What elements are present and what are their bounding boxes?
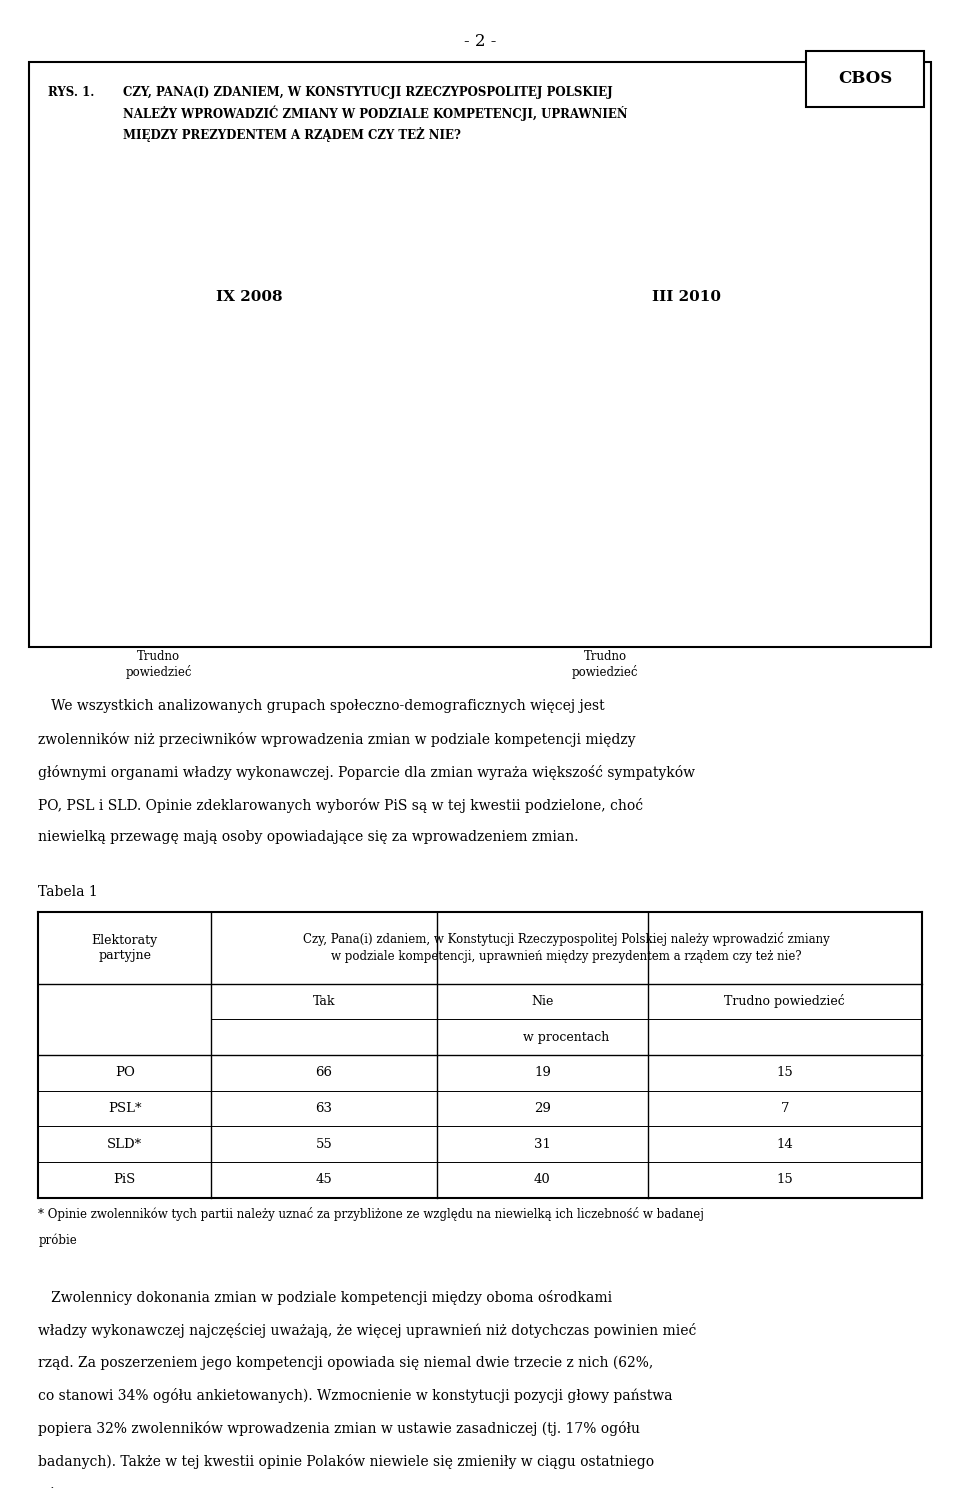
- Text: niewielką przewagę mają osoby opowiadające się za wprowadzeniem zmian.: niewielką przewagę mają osoby opowiadają…: [38, 830, 579, 844]
- Text: - 2 -: - 2 -: [464, 33, 496, 49]
- Text: badanych). Także w tej kwestii opinie Polaków niewiele się zmieniły w ciągu osta: badanych). Także w tej kwestii opinie Po…: [38, 1454, 655, 1469]
- Wedge shape: [627, 470, 839, 603]
- Text: 22%: 22%: [160, 469, 190, 481]
- Text: CZY, PANA(I) ZDANIEM, W KONSTYTUCJI RZECZYPOSPOLITEJ POLSKIEJ
NALEŻY WPROWADZIĆ : CZY, PANA(I) ZDANIEM, W KONSTYTUCJI RZEC…: [123, 86, 628, 141]
- Text: 14: 14: [777, 1138, 793, 1150]
- Text: RYS. 1.: RYS. 1.: [48, 86, 94, 100]
- Text: Elektoraty
partyjne: Elektoraty partyjne: [91, 934, 158, 961]
- Wedge shape: [706, 336, 747, 470]
- Text: rząd. Za poszerzeniem jego kompetencji opowiada się niemal dwie trzecie z nich (: rząd. Za poszerzeniem jego kompetencji o…: [38, 1356, 654, 1370]
- Wedge shape: [161, 470, 384, 603]
- Text: 17%: 17%: [648, 390, 677, 403]
- Text: w procentach: w procentach: [523, 1031, 610, 1043]
- Text: 13%: 13%: [202, 390, 230, 403]
- Text: półtora roku.: półtora roku.: [38, 1487, 131, 1488]
- Text: PO, PSL i SLD. Opinie zdeklarowanych wyborów PiS są w tej kwestii podzielone, ch: PO, PSL i SLD. Opinie zdeklarowanych wyb…: [38, 798, 643, 812]
- Text: 15: 15: [777, 1067, 793, 1079]
- Text: 45: 45: [316, 1174, 332, 1186]
- Text: 20%: 20%: [759, 414, 788, 427]
- Text: Trudno powiedzieć: Trudno powiedzieć: [725, 994, 845, 1009]
- Text: popiera 32% zwolenników wprowadzenia zmian w ustawie zasadniczej (tj. 17% ogółu: popiera 32% zwolenników wprowadzenia zmi…: [38, 1421, 640, 1436]
- Text: CBOS: CBOS: [838, 70, 892, 88]
- Text: 35%: 35%: [730, 539, 758, 551]
- Text: 40: 40: [534, 1174, 551, 1186]
- Text: IX 2008: IX 2008: [216, 290, 283, 304]
- Text: 26%: 26%: [321, 427, 350, 440]
- Wedge shape: [588, 336, 706, 470]
- Text: Zdecydowanie tak: Zdecydowanie tak: [698, 293, 806, 307]
- Text: 32%: 32%: [260, 546, 290, 559]
- Wedge shape: [126, 391, 259, 561]
- Wedge shape: [243, 335, 300, 470]
- Wedge shape: [259, 342, 393, 519]
- Text: władzy wykonawczej najczęściej uważają, że więcej uprawnień niż dotychczas powin: władzy wykonawczej najczęściej uważają, …: [38, 1323, 697, 1338]
- Wedge shape: [706, 342, 839, 470]
- Text: Raczej nie: Raczej nie: [52, 433, 113, 446]
- Text: * Opinie zwolenników tych partii należy uznać za przybliżone ze względu na niewi: * Opinie zwolenników tych partii należy …: [38, 1207, 705, 1220]
- Text: 23%: 23%: [609, 482, 637, 494]
- Text: III 2010: III 2010: [652, 290, 721, 304]
- Text: zwolenników niż przeciwników wprowadzenia zmian w podziale kompetencji między: zwolenników niż przeciwników wprowadzeni…: [38, 732, 636, 747]
- Text: co stanowi 34% ogółu ankietowanych). Wzmocnienie w konstytucji pozycji głowy pań: co stanowi 34% ogółu ankietowanych). Wzm…: [38, 1388, 673, 1403]
- Text: Trudno
powiedzieć: Trudno powiedzieć: [572, 650, 638, 680]
- Text: 55: 55: [316, 1138, 332, 1150]
- Text: Zdecydowanie nie: Zdecydowanie nie: [498, 350, 606, 362]
- Bar: [29, 62, 931, 647]
- Text: głównymi organami władzy wykonawczej. Poparcie dla zmian wyraża większość sympat: głównymi organami władzy wykonawczej. Po…: [38, 765, 695, 780]
- Text: próbie: próbie: [38, 1234, 77, 1247]
- Text: Trudno
powiedzieć: Trudno powiedzieć: [126, 650, 192, 680]
- Text: 19: 19: [534, 1067, 551, 1079]
- Text: PSL*: PSL*: [108, 1103, 141, 1115]
- Text: Nie: Nie: [531, 995, 554, 1007]
- Bar: [806, 51, 924, 107]
- Text: 31: 31: [534, 1138, 551, 1150]
- Wedge shape: [151, 336, 259, 470]
- Text: 66: 66: [316, 1067, 332, 1079]
- Text: Zwolennicy dokonania zmian w podziale kompetencji między oboma ośrodkami: Zwolennicy dokonania zmian w podziale ko…: [38, 1290, 612, 1305]
- Text: PO: PO: [115, 1067, 134, 1079]
- Text: SLD*: SLD*: [108, 1138, 142, 1150]
- Text: Zdecydowanie nie: Zdecydowanie nie: [52, 350, 159, 362]
- Text: Tak: Tak: [313, 995, 335, 1007]
- Text: 63: 63: [316, 1103, 332, 1115]
- Text: 5%: 5%: [708, 379, 729, 393]
- Text: 7: 7: [780, 1103, 789, 1115]
- Text: Raczej tak: Raczej tak: [392, 484, 453, 496]
- Text: Raczej tak: Raczej tak: [838, 484, 900, 496]
- Text: PiS: PiS: [113, 1174, 136, 1186]
- Text: Zdecydowanie tak: Zdecydowanie tak: [252, 293, 360, 307]
- Text: 15: 15: [777, 1174, 793, 1186]
- Text: 7%: 7%: [257, 379, 277, 391]
- Text: We wszystkich analizowanych grupach społeczno-demograficznych więcej jest: We wszystkich analizowanych grupach społ…: [38, 699, 605, 713]
- Text: Raczej nie: Raczej nie: [498, 433, 560, 446]
- Text: Czy, Pana(i) zdaniem, w Konstytucji Rzeczypospolitej Polskiej należy wprowadzić : Czy, Pana(i) zdaniem, w Konstytucji Rzec…: [303, 933, 829, 963]
- Wedge shape: [572, 405, 706, 577]
- Text: 29: 29: [534, 1103, 551, 1115]
- Text: Tabela 1: Tabela 1: [38, 885, 98, 899]
